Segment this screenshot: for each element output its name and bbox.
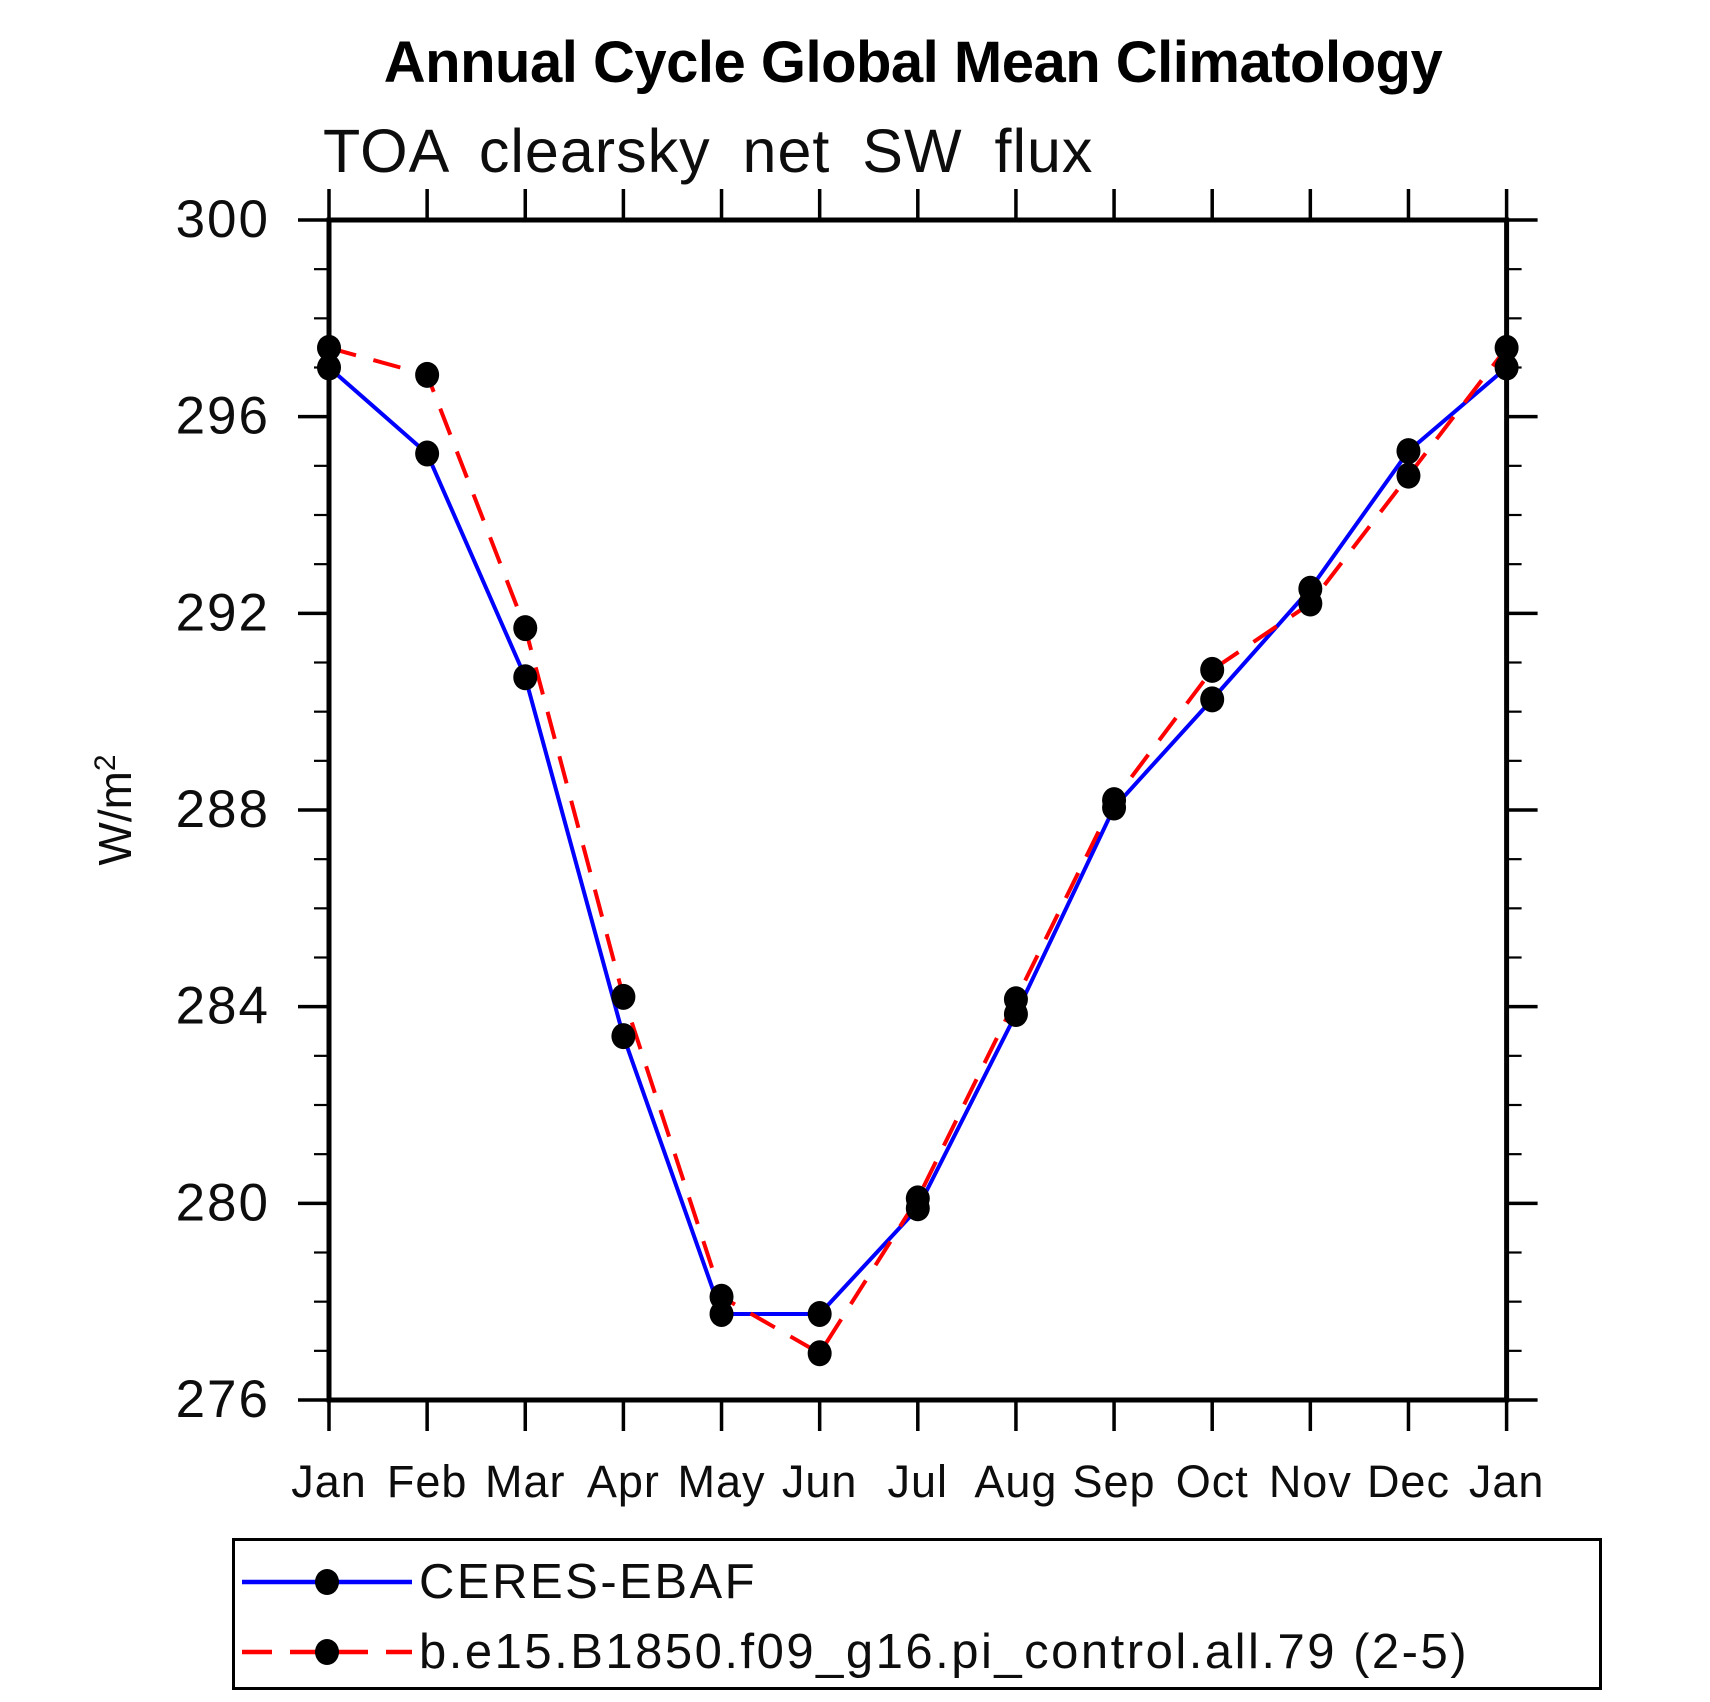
chart-title: Annual Cycle Global Mean Climatology <box>383 30 1443 95</box>
data-point-series0 <box>1396 438 1421 465</box>
y-tick-label: 276 <box>176 1370 270 1429</box>
data-point-series0 <box>415 440 440 467</box>
y-tick-label: 284 <box>176 977 270 1036</box>
data-point-series1 <box>807 1340 832 1367</box>
x-tick-label: May <box>678 1456 766 1507</box>
data-point-series0 <box>807 1300 832 1327</box>
data-point-series0 <box>611 1023 636 1050</box>
y-tick-label: 292 <box>176 583 270 642</box>
x-tick-label: Oct <box>1176 1456 1249 1507</box>
data-point-series1 <box>1494 334 1519 361</box>
y-tick-label: 280 <box>176 1173 270 1232</box>
legend-entry-ceres: CERES-EBAF <box>241 1552 757 1612</box>
y-axis-title: W/m2 <box>89 754 141 865</box>
data-point-series1 <box>905 1185 930 1212</box>
data-point-series1 <box>1200 656 1225 683</box>
legend-sample-ceres <box>242 1569 412 1595</box>
x-tick-label: Jan <box>291 1456 367 1507</box>
legend-box: CERES-EBAF b.e15.B1850.f09_g16.pi_contro… <box>232 1538 1602 1690</box>
x-tick-label: Mar <box>485 1456 566 1507</box>
y-axis-title-exponent: 2 <box>89 754 122 771</box>
legend-sample-model <box>242 1639 412 1665</box>
legend-marker-dot <box>315 1639 339 1665</box>
data-point-series1 <box>709 1283 734 1310</box>
x-tick-label: Feb <box>387 1456 468 1507</box>
data-point-series1 <box>611 983 636 1010</box>
data-point-series0 <box>317 354 341 381</box>
chart-subtitle: TOA clearsky net SW flux <box>323 117 1094 185</box>
legend-label-model: b.e15.B1850.f09_g16.pi_control.all.79 (2… <box>419 1625 1470 1679</box>
x-tick-label: Dec <box>1367 1456 1450 1507</box>
data-point-series1 <box>1396 462 1421 489</box>
y-tick-label: 296 <box>176 387 270 446</box>
y-tick-label: 300 <box>176 190 270 249</box>
x-tick-label: Jul <box>888 1456 949 1507</box>
data-point-series1 <box>415 361 440 388</box>
data-point-series1 <box>1102 787 1127 814</box>
series-line-0 <box>327 365 1508 1316</box>
legend-label-ceres: CERES-EBAF <box>419 1555 758 1609</box>
data-point-series1 <box>513 615 538 642</box>
data-point-series1 <box>317 334 341 361</box>
data-point-series0 <box>513 664 538 691</box>
x-tick-label: Sep <box>1073 1456 1156 1507</box>
x-tick-label: Apr <box>587 1456 660 1507</box>
data-point-series0 <box>1494 354 1519 381</box>
data-point-series0 <box>1200 686 1225 713</box>
x-tick-label: Aug <box>974 1456 1057 1507</box>
x-tick-label: Nov <box>1269 1456 1352 1507</box>
y-tick-label: 288 <box>176 780 270 839</box>
legend-entry-model: b.e15.B1850.f09_g16.pi_control.all.79 (2… <box>241 1622 1469 1682</box>
legend-marker-dot <box>315 1569 339 1595</box>
data-point-series1 <box>1003 986 1028 1013</box>
x-tick-label: Jun <box>782 1456 858 1507</box>
data-point-series1 <box>1298 590 1323 617</box>
x-tick-label: Jan <box>1469 1456 1545 1507</box>
